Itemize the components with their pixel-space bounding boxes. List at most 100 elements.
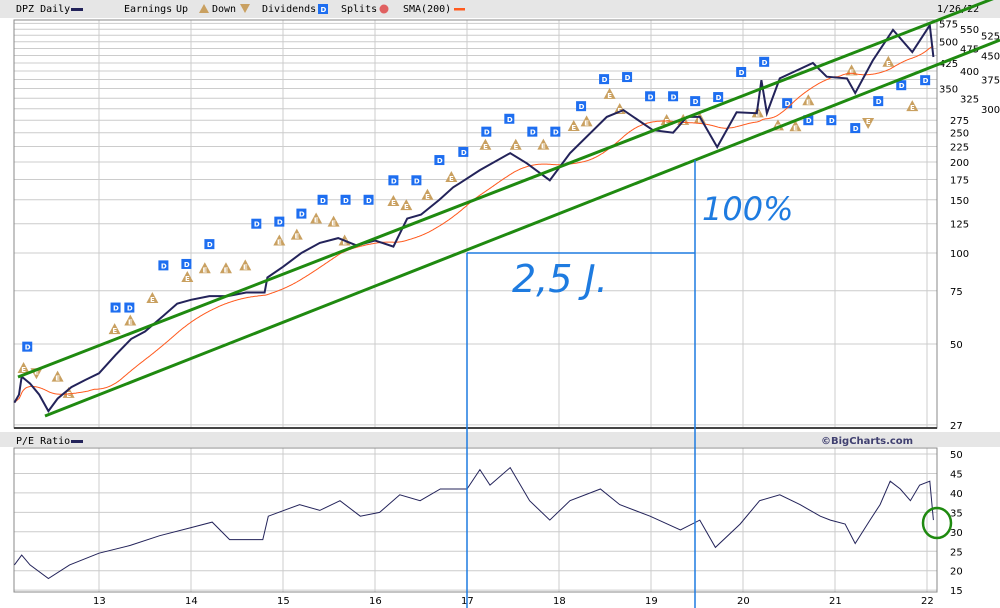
earnings-up-marker — [445, 170, 458, 182]
price-tick-label: 300 — [981, 105, 1000, 116]
dividend-marker — [736, 66, 747, 77]
dividend-marker-letter: D — [25, 344, 31, 352]
year-tick-label: 18 — [553, 596, 566, 607]
split-icon — [379, 4, 389, 14]
sma-label: SMA(200) — [403, 4, 451, 15]
pe-tick-label: 45 — [950, 469, 963, 480]
dividend-marker — [204, 239, 215, 250]
year-axis: 13141516171819202122 — [93, 596, 934, 607]
price-tick-label: 450 — [981, 52, 1000, 63]
price-tick-label: 250 — [950, 129, 969, 140]
price-tick-label: 275 — [950, 116, 969, 127]
price-tick-label: 50 — [950, 340, 963, 351]
pe-tick-label: 30 — [950, 528, 963, 539]
earnings-marker-letter: E — [886, 60, 891, 68]
pe-tick-label: 25 — [950, 547, 963, 558]
earnings-up-marker — [62, 386, 75, 398]
dividend-marker — [181, 258, 192, 269]
earnings-marker-letter: E — [425, 193, 430, 201]
dividend-marker-letter: D — [437, 157, 443, 165]
earnings-marker-letter: E — [483, 143, 488, 151]
earnings-up-marker — [387, 195, 400, 207]
dividend-marker — [317, 194, 328, 205]
earnings-marker-letter: E — [150, 296, 155, 304]
dividend-marker-letter: D — [414, 177, 420, 185]
dividend-marker — [873, 96, 884, 107]
dividend-marker — [458, 146, 469, 157]
dividend-marker — [363, 194, 374, 205]
dividend-marker — [920, 75, 931, 86]
earnings-marker-letter: E — [21, 366, 26, 374]
dividend-marker-letter: D — [461, 149, 467, 157]
dividend-marker — [527, 126, 538, 137]
pe-header-bar — [0, 432, 1000, 447]
pe-axis: 50 45 40 35 30 25 20 15 — [950, 450, 963, 597]
dividend-marker — [622, 72, 633, 83]
dividend-marker-letter: D — [602, 76, 608, 84]
dividend-marker-letter: D — [853, 125, 859, 133]
dividend-marker-letter: D — [484, 129, 490, 137]
earnings-up-icon — [199, 4, 209, 13]
sma-legend-swatch — [454, 8, 465, 11]
earnings-marker-letter: E — [866, 118, 871, 126]
earnings-up-marker — [421, 188, 434, 200]
dividend-icon — [318, 4, 328, 14]
dividend-marker-letter: D — [299, 211, 305, 219]
earnings-marker-letter: E — [224, 266, 229, 274]
dividends-label: Dividends — [262, 4, 316, 15]
earnings-up-marker — [310, 212, 323, 224]
price-tick-label: 550 — [960, 25, 979, 36]
dividend-marker-letter: D — [899, 82, 905, 90]
legend-bar — [0, 0, 1000, 18]
earnings-up-marker — [17, 361, 30, 373]
pe-legend-swatch — [71, 440, 83, 443]
price-grid — [14, 20, 937, 428]
dividend-marker — [110, 302, 121, 313]
earnings-up-marker — [146, 291, 159, 303]
upper-channel-line — [17, 0, 994, 379]
dividend-marker-letter: D — [184, 261, 190, 269]
price-tick-label: 425 — [939, 59, 958, 70]
earnings-marker-letter: E — [128, 319, 133, 327]
earnings-up-marker — [181, 270, 194, 282]
earnings-marker-letter: E — [571, 124, 576, 132]
dividend-marker-letter: D — [739, 69, 745, 77]
year-tick-label: 14 — [185, 596, 198, 607]
percent-annotation: 100% — [702, 190, 793, 228]
earnings-up-marker — [845, 64, 858, 76]
dividend-marker-letter: D — [507, 116, 513, 124]
price-tick-label: 350 — [939, 85, 958, 96]
earnings-marker-letter: E — [449, 175, 454, 183]
earnings-up-marker — [327, 215, 340, 227]
dividend-marker-letter: D — [923, 77, 929, 85]
dividend-marker — [782, 98, 793, 109]
earnings-up-marker — [882, 55, 895, 67]
pe-title: P/E Ratio — [16, 436, 70, 447]
price-tick-label: 200 — [950, 158, 969, 169]
earnings-marker-letter: E — [342, 238, 347, 246]
pe-tick-label: 20 — [950, 567, 963, 578]
date-label: 1/26/22 — [937, 4, 979, 15]
pe-tick-label: 50 — [950, 450, 963, 461]
dividend-marker — [713, 92, 724, 103]
duration-annotation: 2,5 J. — [512, 257, 608, 301]
dividend-marker-letter: D — [277, 219, 283, 227]
earnings-marker-letter: E — [55, 375, 60, 383]
earnings-up-marker — [789, 120, 802, 132]
pe-plot-frame — [13, 447, 938, 593]
dividend-marker — [388, 175, 399, 186]
dividend-marker — [340, 194, 351, 205]
price-tick-label: 27 — [950, 421, 963, 432]
dividend-marker — [850, 123, 861, 134]
year-tick-label: 16 — [369, 596, 382, 607]
year-tick-label: 19 — [645, 596, 658, 607]
earnings-up-marker — [906, 100, 919, 112]
earnings-up-marker — [537, 138, 550, 150]
earnings-marker-letter: E — [295, 233, 300, 241]
dividend-marker-letter: D — [876, 98, 882, 106]
price-tick-label: 475 — [960, 44, 979, 55]
year-tick-label: 20 — [737, 596, 750, 607]
earnings-up-marker — [108, 323, 121, 335]
dividend-marker — [576, 101, 587, 112]
